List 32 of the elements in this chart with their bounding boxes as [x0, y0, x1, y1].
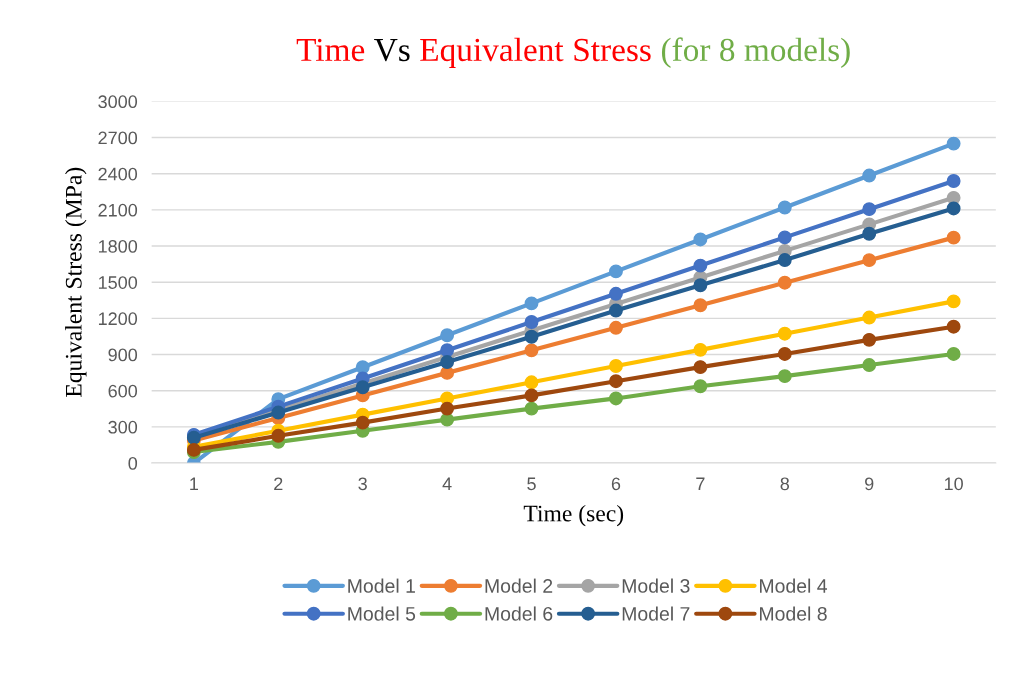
- legend-label: Model 7: [622, 606, 690, 621]
- chart-title: Time Vs Equivalent Stress (for 8 models): [296, 37, 850, 68]
- y-axis-title: Equivalent Stress (MPa): [65, 167, 87, 397]
- x-tick-label: 6: [611, 477, 621, 491]
- x-tick-label: 1: [190, 477, 198, 491]
- legend-label: Model 6: [485, 606, 553, 621]
- x-tick-label: 8: [780, 477, 790, 491]
- legend-label: Model 1: [348, 578, 415, 593]
- x-tick-label: 4: [442, 477, 452, 491]
- y-tick-label: 300: [108, 420, 138, 434]
- y-tick-label: 900: [108, 348, 138, 362]
- y-tick-label: 0: [128, 456, 138, 470]
- x-axis-title: Time (sec): [523, 504, 624, 527]
- y-tick-label: 600: [108, 384, 138, 398]
- y-tick-label: 2100: [98, 203, 138, 217]
- x-tick-label: 7: [696, 477, 705, 491]
- y-tick-label: 1800: [98, 240, 138, 253]
- x-tick-label: 3: [358, 477, 367, 491]
- x-tick-label: 9: [865, 477, 874, 491]
- y-tick-label: 2400: [98, 167, 138, 181]
- y-tick-label: 1200: [98, 312, 138, 326]
- y-tick-label: 3000: [98, 95, 138, 109]
- x-tick-label: 10: [944, 477, 963, 491]
- legend-label: Model 2: [485, 578, 553, 593]
- x-tick-label: 5: [527, 477, 536, 491]
- y-tick-label: 2700: [98, 131, 138, 145]
- legend-label: Model 8: [760, 606, 827, 621]
- legend-label: Model 4: [760, 578, 828, 593]
- x-tick-label: 2: [274, 477, 283, 491]
- legend-label: Model 5: [348, 606, 416, 621]
- legend-label: Model 3: [622, 578, 690, 593]
- y-tick-label: 1500: [98, 276, 138, 289]
